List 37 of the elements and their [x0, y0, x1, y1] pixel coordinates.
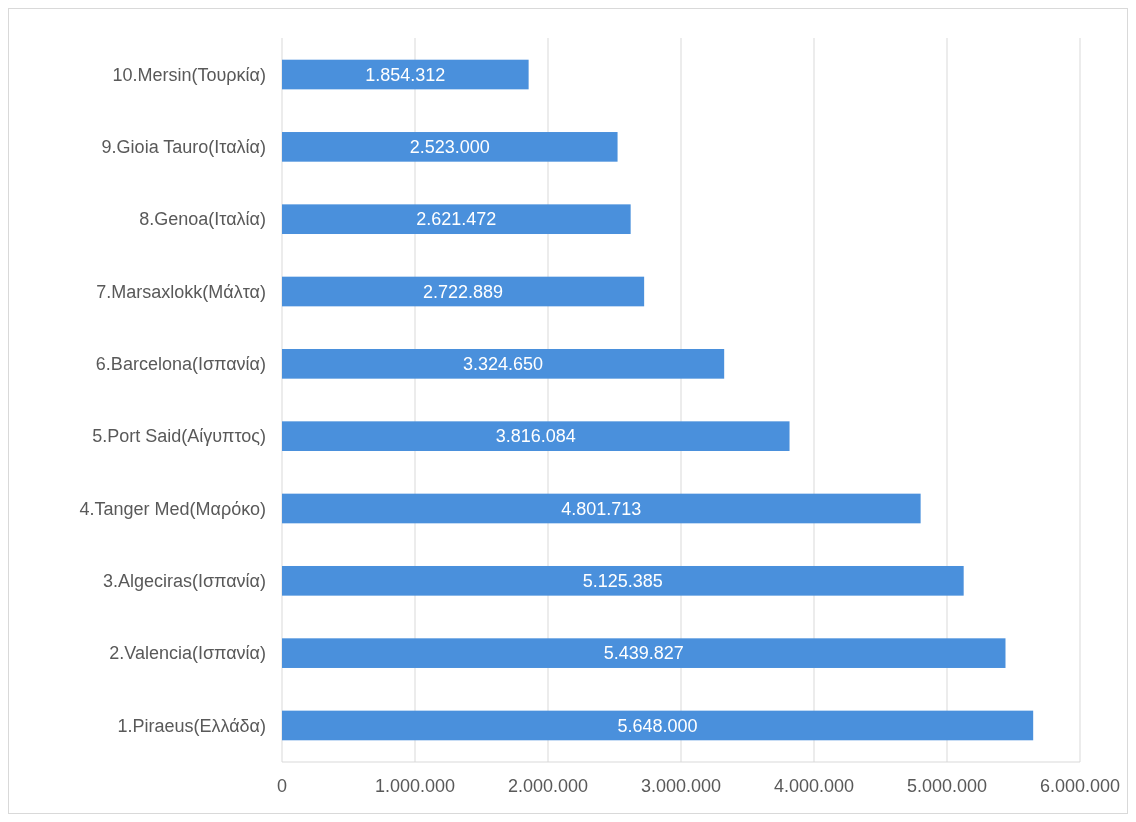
bar [282, 421, 790, 451]
bar [282, 349, 725, 379]
y-tick-label: 4.Tanger Med(Μαρόκο) [79, 498, 266, 519]
x-tick-label: 1.000.000 [374, 776, 456, 796]
data-label: 1.854.312 [365, 64, 446, 85]
y-tick-label: 5.Port Said(Αίγυπτος) [92, 426, 266, 447]
bar [282, 710, 1034, 741]
bar [282, 493, 921, 524]
bar [282, 276, 645, 307]
data-label: 5.648.000 [617, 715, 698, 736]
x-tick-label: 2.000.000 [507, 776, 589, 796]
x-tick-label: 0 [276, 776, 288, 796]
bar [282, 565, 964, 596]
y-tick-label: 7.Marsaxlokk(Μάλτα) [96, 281, 266, 302]
bar [282, 59, 529, 90]
y-tick-label: 3.Algeciras(Ισπανία) [102, 571, 266, 592]
x-tick-label: 4.000.000 [773, 776, 855, 796]
data-label: 2.621.472 [416, 209, 497, 230]
data-label: 4.801.713 [561, 498, 642, 519]
bar [282, 638, 1006, 668]
bar [282, 204, 631, 235]
bar [282, 132, 618, 162]
x-tick-label: 6.000.000 [1039, 776, 1121, 796]
y-tick-label: 9.Gioia Tauro(Ιταλία) [101, 137, 266, 158]
y-tick-label: 1.Piraeus(Ελλάδα) [117, 715, 266, 736]
data-label: 2.523.000 [409, 137, 490, 158]
x-tick-label: 3.000.000 [640, 776, 722, 796]
data-label: 5.439.827 [603, 643, 684, 664]
y-tick-label: 2.Valencia(Ισπανία) [109, 643, 266, 664]
data-label: 3.324.650 [463, 354, 544, 375]
data-label: 5.125.385 [582, 571, 663, 592]
data-label: 3.816.084 [495, 426, 576, 447]
data-label: 2.722.889 [423, 281, 504, 302]
x-tick-label: 5.000.000 [906, 776, 988, 796]
y-tick-label: 10.Mersin(Τουρκία) [112, 64, 266, 85]
y-tick-label: 6.Barcelona(Ισπανία) [95, 354, 266, 375]
y-tick-label: 8.Genoa(Ιταλία) [139, 209, 266, 230]
